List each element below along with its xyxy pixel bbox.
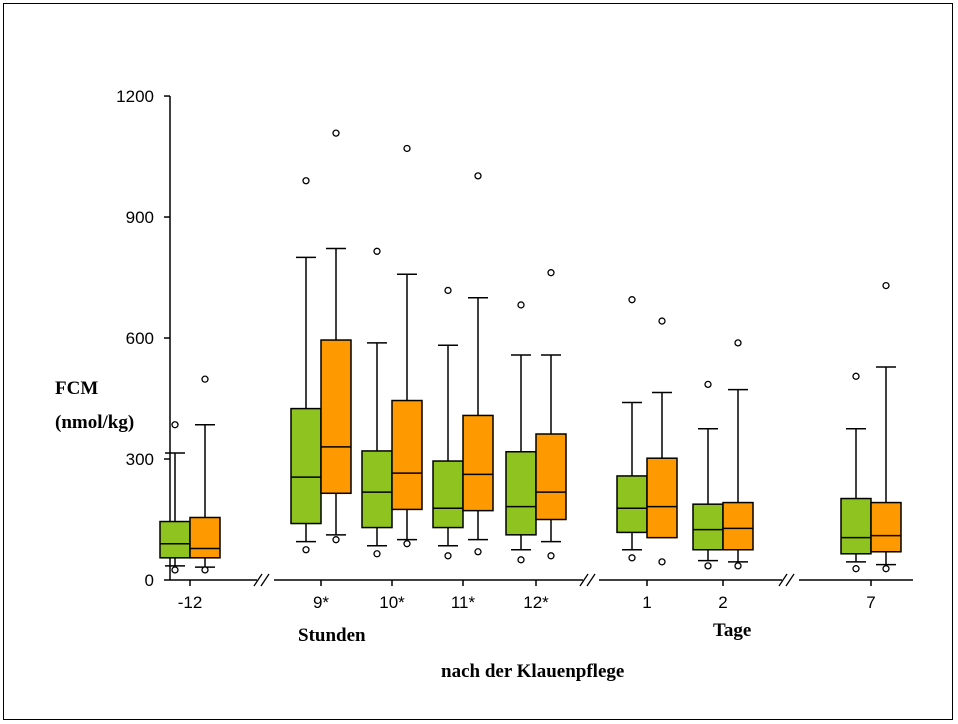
outlier-point [444,286,452,295]
outlier-point [882,565,890,573]
box-body [505,451,537,536]
box-body [870,501,902,553]
box-11*-series-1 [432,286,464,560]
outlier-point [302,546,310,554]
box-body [646,457,678,539]
box-body [722,501,754,551]
y-tick-label: 600 [126,329,154,348]
box-11*-series-2 [462,172,494,556]
outlier-point [403,540,411,548]
box-body [432,460,464,529]
outlier-point [704,562,712,570]
box-body [361,450,393,529]
box-body [616,475,648,534]
outlier-point [474,172,482,180]
y-tick-label: 1200 [116,87,154,106]
box-2-series-1 [692,380,724,570]
outlier-point [517,556,525,564]
chart-frame [3,3,953,720]
outlier-point [547,269,555,277]
axis-break-mark [579,573,589,587]
y-axis-label-line2: (nmol/kg) [55,412,134,433]
box--12-series-1 [159,421,191,574]
box-body [320,339,352,495]
outlier-point [403,144,411,153]
outlier-point [852,372,860,380]
outlier-point [332,536,340,544]
box-body [692,503,724,551]
outlier-point [852,565,860,573]
x-tick-label: 10* [379,593,405,612]
x-tick-label: 7 [866,593,875,612]
axis-break-mark [253,573,263,587]
box-body [535,433,567,521]
x-tick-label: 12* [523,593,549,612]
outlier-point [547,552,555,560]
outlier-point [444,552,452,560]
axis-break-mark [260,573,270,587]
y-axis-label-line1: FCM [55,378,98,399]
outlier-point [628,554,636,562]
box-1-series-1 [616,296,648,562]
y-tick-label: 0 [145,571,154,590]
box--12-series-2 [189,375,221,574]
box-7-series-2 [870,281,902,573]
y-tick-label: 900 [126,208,154,227]
box-9*-series-2 [320,129,352,544]
box-body [462,414,494,512]
box-body [290,407,322,525]
outlier-point [302,177,310,185]
x-tick-label: 1 [642,593,651,612]
group-label-hours: Stunden [298,625,366,646]
outlier-point [373,550,381,558]
box-7-series-1 [840,372,872,573]
outlier-point [474,548,482,556]
box-body [189,516,221,559]
box-9*-series-1 [290,177,322,554]
x-axis-label: nach der Klauenpflege [441,661,624,682]
box-body [840,497,872,555]
outlier-point [658,317,666,325]
box-body [159,520,191,559]
x-tick-label: 11* [451,593,476,612]
box-2-series-2 [722,339,754,570]
boxes [159,129,902,574]
outlier-point [704,380,712,389]
outlier-point [658,558,666,566]
axis-break-mark [586,573,596,587]
box-10*-series-2 [391,144,423,548]
x-tick-label: -12 [178,593,203,612]
box-body [391,399,423,511]
outlier-point [734,562,742,570]
axis-break-mark [785,573,795,587]
outlier-point [332,129,340,137]
box-1-series-2 [646,317,678,566]
axes: 0 300 600 900 1200 -12 9* 10* 11* 12* 1 2 7 [116,87,913,612]
axis-break-mark [778,573,788,587]
box-12*-series-2 [535,269,567,560]
outlier-point [171,566,179,574]
y-tick-label: 300 [126,450,154,469]
group-label-days: Tage [713,620,751,641]
outlier-point [734,339,742,347]
outlier-point [628,296,636,304]
outlier-point [201,375,209,383]
outlier-point [171,421,179,429]
box-10*-series-1 [361,247,393,558]
outlier-point [201,566,209,574]
x-tick-label: 9* [313,593,329,612]
x-tick-label: 2 [718,593,727,612]
outlier-point [517,301,525,309]
box-12*-series-1 [505,301,537,564]
outlier-point [373,247,381,255]
outlier-point [882,281,890,290]
